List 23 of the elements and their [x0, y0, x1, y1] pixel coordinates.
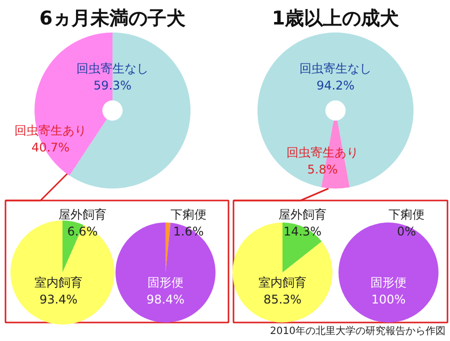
slice-label: 回虫寄生なし — [300, 62, 372, 76]
category-label: 下痢便 — [388, 208, 424, 222]
data-label: 85.3% — [263, 292, 302, 306]
slice-label: 固形便 — [370, 276, 406, 290]
data-label: 59.3% — [93, 78, 132, 92]
slice-label: 回虫寄生あり — [286, 146, 358, 160]
chart-title: 1歳以上の成犬 — [272, 8, 400, 30]
text: 0% — [396, 224, 416, 238]
data-label: 94.2% — [316, 78, 355, 92]
slice-label: 固形便 — [148, 276, 184, 290]
slice-label: 屋外飼育 — [278, 208, 326, 222]
data-label: 93.4% — [39, 292, 78, 306]
slice-label: 屋外飼育 — [58, 208, 106, 222]
slice-label: 室内飼育 — [258, 276, 306, 290]
data-label: 98.4% — [146, 292, 185, 306]
slice-label: 回虫寄生あり — [14, 124, 86, 138]
data-label: 5.8% — [307, 162, 338, 176]
slice-label: 回虫寄生なし — [76, 62, 148, 76]
chart-title: 6ヵ月未満の子犬 — [39, 8, 187, 30]
slice-label: 室内飼育 — [34, 276, 82, 290]
text: 2010年の北里大学の研究報告から作図 — [270, 325, 446, 337]
slice-label: 下痢便 — [170, 208, 206, 222]
data-label: 100% — [371, 292, 406, 306]
